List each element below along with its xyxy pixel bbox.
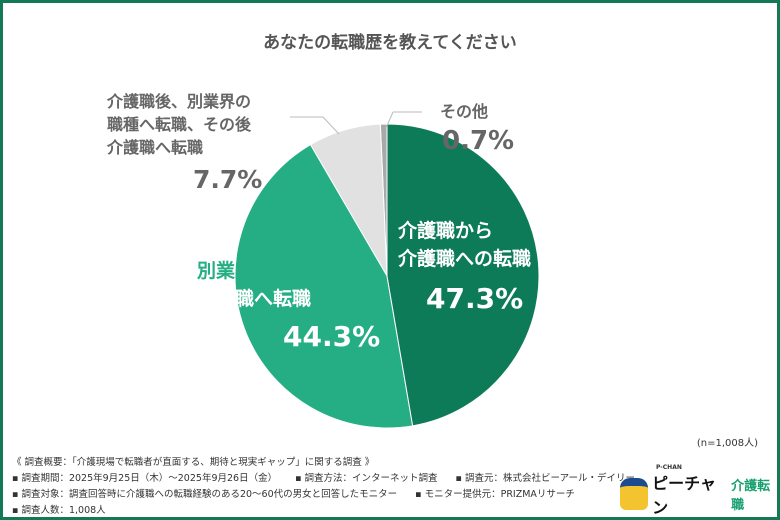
label-line: 別業界の職種から xyxy=(197,260,350,282)
slice-label-mixed: 介護職後、別業界の 職種へ転職、その後 介護職へ転職 7.7% xyxy=(107,90,262,198)
mascot-icon xyxy=(620,478,649,510)
label-line: 介護職へ転職 xyxy=(197,287,312,310)
note-period: ▪ 調査期間：2025年9月25日（木）～2025年9月26日（金） xyxy=(12,473,278,484)
note-overview: 《 調査概要：「介護現場で転職者が直面する、期待と現実ギャップ」に関する調査 》 xyxy=(12,457,375,468)
label-line: 介護職へ転職 xyxy=(107,138,204,158)
label-line: 介護職から xyxy=(398,220,494,242)
label-line: 介護職後、別業界の xyxy=(107,92,252,111)
label-line: その他 xyxy=(440,102,489,121)
survey-notes: 《 調査概要：「介護現場で転職者が直面する、期待と現実ギャップ」に関する調査 》… xyxy=(12,455,653,519)
slice-label-other-industry: 別業界の職種から 介護職へ転職 44.3% xyxy=(197,258,380,358)
note-target: ▪ 調査対象：調査回答時に介護職への転職経験のある20～60代の男女と回答したモ… xyxy=(12,489,398,500)
value-label: 0.7% xyxy=(442,126,515,157)
value-label: 44.3% xyxy=(283,320,381,354)
note-method: ▪ 調査方法：インターネット調査 xyxy=(295,473,438,484)
logo-small-text: P-CHAN xyxy=(656,464,682,471)
slice-other-industry xyxy=(234,143,414,429)
value-label: 47.3% xyxy=(426,282,524,316)
note-count: ▪ 調査人数：1,008人 xyxy=(12,505,106,516)
leader-line-other xyxy=(385,111,394,129)
chart-title: あなたの転職歴を教えてください xyxy=(263,33,517,53)
value-label: 7.7% xyxy=(193,164,263,194)
logo-main-text: ピーチャン xyxy=(652,474,717,517)
note-source: ▪ 調査元：株式会社ビーアール・デイリー xyxy=(455,473,636,484)
sample-size: (n=1,008人) xyxy=(696,438,758,449)
label-line: 介護職への転職 xyxy=(398,247,532,270)
slice-label-care-to-care: 介護職から 介護職への転職 47.3% xyxy=(398,218,531,320)
slice-care-to-care xyxy=(386,123,540,427)
note-provider: ▪ モニター提供元：PRIZMAリサーチ xyxy=(415,489,575,500)
leader-line-mixed xyxy=(322,116,340,135)
logo-sub-text: 介護転職 xyxy=(731,479,771,513)
slice-label-other: その他 0.7% xyxy=(440,100,514,161)
label-line: 職種へ転職、その後 xyxy=(107,115,252,135)
logo: P-CHAN ピーチャン 介護転職 xyxy=(620,464,780,518)
